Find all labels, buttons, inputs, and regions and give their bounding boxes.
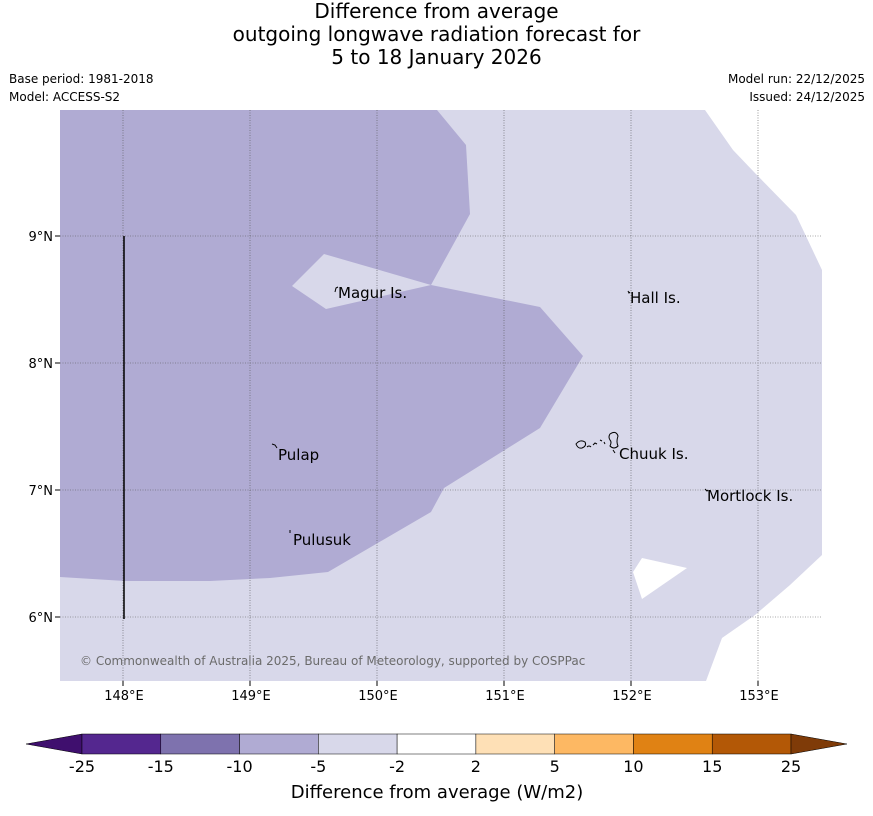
colorbar-tick-label: 5 <box>550 757 560 776</box>
colorbar-tick-label: 2 <box>471 757 481 776</box>
label-hall: Hall Is. <box>630 289 681 307</box>
meta-right: Model run: 22/12/2025 Issued: 24/12/2025 <box>728 70 865 106</box>
colorbar-tick-label: -25 <box>69 757 95 776</box>
colorbar-extend-high <box>790 733 848 755</box>
label-mortlock: Mortlock Is. <box>707 487 793 505</box>
lat-label-9: 9°N <box>29 230 54 245</box>
colorbar-segment <box>396 733 477 755</box>
anomaly-hole-magur <box>292 254 431 309</box>
lat-label-6: 6°N <box>29 611 54 626</box>
model-name: Model: ACCESS-S2 <box>9 90 121 104</box>
lat-label-7: 7°N <box>29 484 54 499</box>
neutral-region-northeast <box>705 110 822 270</box>
title-line-3: 5 to 18 January 2026 <box>331 45 542 69</box>
label-pulusuk: Pulusuk <box>293 531 351 549</box>
colorbar-tick-label: -15 <box>148 757 174 776</box>
label-pulap: Pulap <box>278 446 319 464</box>
label-magur: Magur Is. <box>338 284 407 302</box>
colorbar-title: Difference from average (W/m2) <box>291 782 583 803</box>
pulap-island-shape <box>271 443 278 449</box>
issued-date: Issued: 24/12/2025 <box>749 90 865 104</box>
mortlock-island-shape <box>704 488 709 492</box>
gridlines <box>60 110 822 681</box>
neutral-region-southeast <box>706 555 822 681</box>
island-outlines <box>271 286 709 533</box>
title-line-1: Difference from average <box>314 0 559 23</box>
lon-label-151: 151°E <box>485 689 525 704</box>
colorbar-tick-label: -2 <box>389 757 405 776</box>
lat-ticks <box>55 235 60 618</box>
colorbar-segment <box>160 733 240 755</box>
colorbar-segment <box>475 733 555 755</box>
base-period: Base period: 1981-2018 <box>9 72 154 86</box>
hall-island-shape <box>627 290 631 294</box>
colorbar-segment <box>711 733 792 755</box>
colorbar-tick-label: -5 <box>310 757 326 776</box>
copyright-notice: © Commonwealth of Australia 2025, Bureau… <box>80 654 585 668</box>
lon-ticks <box>122 681 759 686</box>
colorbar-tick-label: 15 <box>702 757 722 776</box>
lon-label-153: 153°E <box>739 689 779 704</box>
label-chuuk: Chuuk Is. <box>619 445 688 463</box>
colorbar-segment <box>81 733 162 755</box>
colorbar: -25 -15 -10 -5 -2 2 5 10 15 25 <box>25 733 848 776</box>
chart-title: Difference from average outgoing longwav… <box>0 0 873 69</box>
anomaly-region-west <box>60 110 583 581</box>
lon-label-149: 149°E <box>231 689 271 704</box>
lon-label-150: 150°E <box>358 689 398 704</box>
model-run: Model run: 22/12/2025 <box>727 72 865 86</box>
colorbar-tick-label: 10 <box>623 757 643 776</box>
lat-label-8: 8°N <box>29 357 54 372</box>
meta-left: Base period: 1981-2018 Model: ACCESS-S2 <box>9 70 154 106</box>
title-line-2: outgoing longwave radiation forecast for <box>232 22 641 46</box>
lon-label-152: 152°E <box>612 689 652 704</box>
colorbar-segment <box>633 733 713 755</box>
neutral-region-patch <box>633 558 687 599</box>
colorbar-segment <box>239 733 319 755</box>
lon-labels: 148°E 149°E 150°E 151°E 152°E 153°E <box>104 689 779 704</box>
lat-labels: 9°N 8°N 7°N 6°N <box>29 230 54 626</box>
chuuk-island-shapes <box>575 431 619 454</box>
magur-island-shape <box>334 286 339 293</box>
colorbar-extend-low <box>25 733 83 755</box>
lon-label-148: 148°E <box>104 689 144 704</box>
colorbar-tick-label: -10 <box>226 757 252 776</box>
colorbar-segment <box>554 733 634 755</box>
colorbar-segment <box>318 733 398 755</box>
colorbar-tick-label: 25 <box>781 757 801 776</box>
